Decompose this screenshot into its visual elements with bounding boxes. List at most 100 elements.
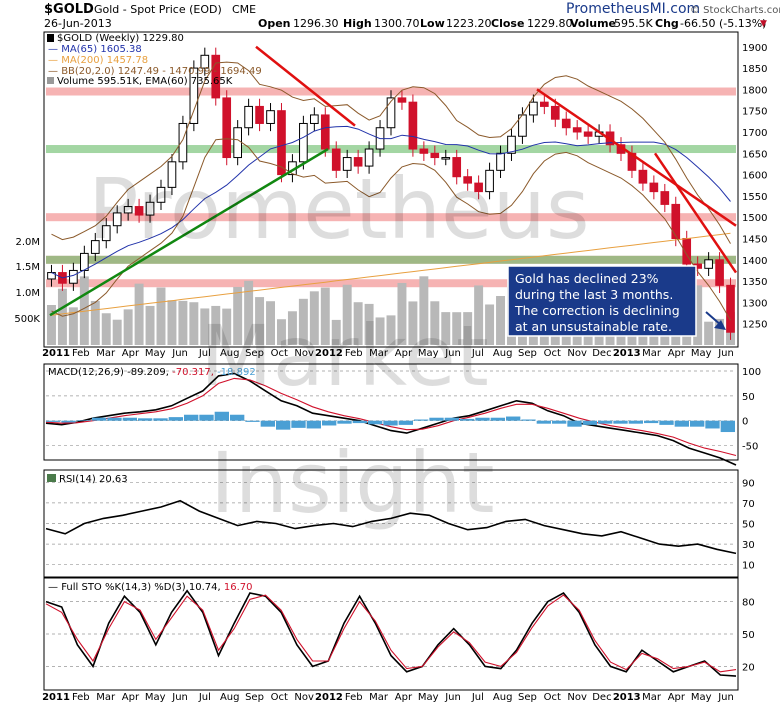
- price-tick-label: 1850: [742, 64, 767, 75]
- candle-body: [364, 148, 374, 167]
- high-value: 1300.70: [374, 17, 420, 30]
- candle-body: [583, 131, 593, 137]
- candle-body: [222, 97, 232, 159]
- candle-body: [156, 186, 166, 203]
- x-tick-label: Apr: [122, 348, 140, 359]
- price-tick-label: 1450: [742, 234, 767, 245]
- x-tick-label: Nov: [294, 692, 314, 703]
- candle-body: [90, 240, 100, 254]
- x-tick-label: Aug: [493, 692, 513, 703]
- macd-histogram-bar: [613, 420, 628, 424]
- legend-sto: — Full STO %K(14,3) %D(3) 10.74, 16.70: [48, 582, 252, 593]
- volume-tick-label: 500K: [14, 314, 40, 325]
- volume-bar: [266, 301, 275, 345]
- macd-histogram-bar: [184, 414, 199, 421]
- volume-bar: [211, 305, 221, 345]
- volume-bar: [200, 308, 210, 345]
- sto-layer: [45, 589, 737, 677]
- x-tick-label: Nov: [567, 348, 587, 359]
- ticker-symbol: $GOLD: [44, 2, 94, 17]
- down-arrow-icon: ▼: [760, 19, 767, 29]
- legend-macd: MACD(12,26,9) -89.209, -70.317, -18.892: [48, 367, 256, 378]
- x-tick-label: May: [145, 692, 166, 703]
- macd-histogram-bar: [76, 420, 91, 421]
- candle-body: [507, 135, 516, 154]
- candle-body: [353, 157, 363, 167]
- x-tick-label: Jun: [444, 348, 461, 359]
- candle-body: [496, 152, 505, 171]
- candle-body: [638, 169, 648, 184]
- price-tick-label: 1600: [742, 171, 767, 182]
- candle-body: [112, 212, 122, 227]
- ma200-line: [51, 232, 731, 316]
- indicator-tick-label: 80: [742, 598, 755, 609]
- x-tick-label: Mar: [642, 348, 662, 359]
- volume-bar: [704, 321, 714, 345]
- volume-bar: [485, 304, 495, 345]
- candle-body: [572, 127, 582, 133]
- x-tick-label: Mar: [96, 348, 116, 359]
- candle-body: [463, 176, 473, 184]
- x-tick-label: May: [691, 348, 712, 359]
- volume-bar: [430, 301, 440, 345]
- indicator-tick-label: 100: [742, 367, 761, 378]
- macd-histogram-bar: [230, 414, 245, 421]
- site-url[interactable]: PrometheusMI.com: [566, 1, 700, 17]
- price-tick-label: 1750: [742, 107, 767, 118]
- indicator-tick-label: 20: [742, 662, 755, 673]
- volume-bar: [57, 288, 67, 345]
- annotation-line-2: during the last 3 months.: [515, 287, 673, 302]
- x-tick-label: 2012: [315, 348, 343, 359]
- candle-body: [134, 206, 144, 216]
- legend-rsi: RSI(14) 20.63: [59, 474, 128, 485]
- close-value: 1229.80: [527, 17, 573, 30]
- price-tick-label: 1550: [742, 192, 767, 203]
- volume-bar: [309, 291, 319, 345]
- x-tick-label: 2011: [42, 348, 70, 359]
- instrument-name: Gold - Spot Price (EOD): [94, 3, 222, 16]
- macd-histogram-bar: [107, 417, 122, 421]
- candle-body: [671, 203, 681, 239]
- high-label: High: [343, 17, 372, 30]
- chg-label: Chg: [655, 17, 679, 30]
- x-tick-label: 2013: [613, 692, 641, 703]
- price-tick-label: 1800: [742, 85, 767, 96]
- volume-bar: [112, 319, 122, 345]
- macd-histogram-bar: [444, 417, 459, 421]
- macd-histogram-bar: [214, 411, 229, 421]
- support-band: [46, 145, 736, 154]
- indicator-tick-label: 50: [742, 392, 755, 403]
- candle-body: [200, 54, 210, 69]
- candle-body: [244, 105, 253, 129]
- macd-histogram-bar: [414, 419, 429, 421]
- macd-histogram-bar: [429, 417, 444, 421]
- axis-layer: 1250 1300 1350 1400 1450 1500 1550 1600 1650 1700…: [14, 43, 767, 703]
- volume-bar: [419, 276, 429, 345]
- macd-histogram-bar: [337, 420, 352, 424]
- annotation-line-3: The correction is declining: [514, 303, 680, 318]
- volume-bar: [167, 300, 177, 345]
- trendline-down: [255, 45, 356, 127]
- macd-histogram-bar: [138, 418, 153, 421]
- macd-histogram-bar: [352, 420, 367, 424]
- candle-body: [660, 191, 670, 205]
- candle-body: [540, 101, 549, 107]
- macd-histogram-bar: [567, 420, 582, 427]
- x-tick-label: Jul: [198, 348, 211, 359]
- macd-histogram-bar: [245, 420, 260, 422]
- macd-histogram-bar: [674, 420, 689, 427]
- open-label: Open: [258, 17, 291, 30]
- series-line-0: [45, 499, 737, 555]
- x-tick-label: Apr: [668, 348, 686, 359]
- resistance-band: [46, 213, 736, 222]
- volume-bar: [474, 285, 484, 345]
- candle-body: [452, 157, 462, 178]
- macd-histogram-bar: [368, 420, 383, 425]
- candle-body: [101, 225, 111, 242]
- legend-swatch-price: [47, 34, 54, 42]
- indicator-tick-label: 30: [742, 540, 755, 551]
- support-band: [46, 255, 736, 264]
- price-tick-label: 1900: [742, 43, 767, 54]
- candle-body: [485, 169, 494, 193]
- low-value: 1223.20: [446, 17, 492, 30]
